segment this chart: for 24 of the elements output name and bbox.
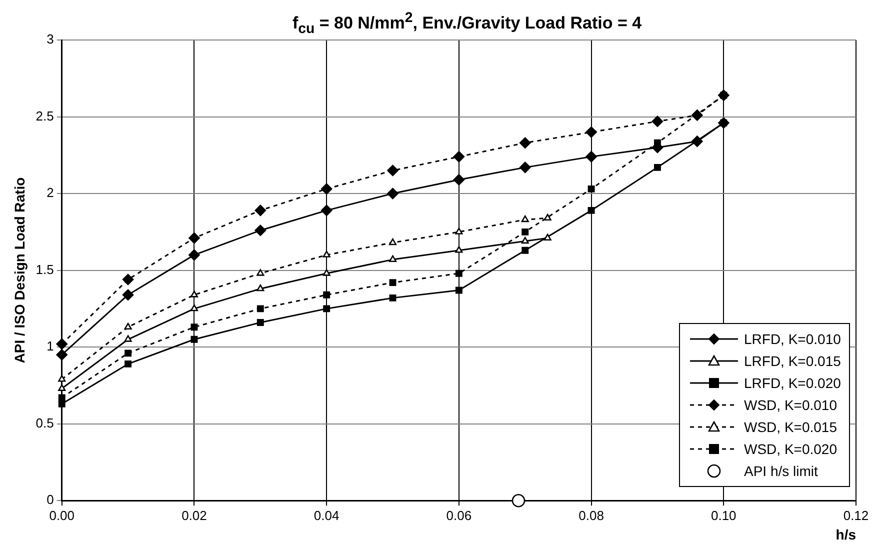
legend-label: LRFD, K=0.015 [744,352,841,369]
x-tick-label: 0.12 [843,508,869,523]
x-axis-title: h/s [836,526,856,542]
legend-label: LRFD, K=0.010 [744,330,841,347]
legend-label: LRFD, K=0.020 [744,374,841,391]
legend-label: API h/s limit [744,462,818,479]
x-tick-label: 0.08 [578,508,604,523]
legend-label: WSD, K=0.015 [744,418,837,435]
x-tick-label: 0.02 [182,508,207,523]
y-tick-label: 2 [46,185,54,200]
y-tick-label: 1 [46,338,54,354]
y-axis-title: API / ISO Design Load Ratio [11,177,28,364]
y-tick-label: 1.5 [36,262,54,277]
y-tick-label: 2.5 [36,108,54,124]
chart-title: f$_{cu}$ = 80 N/mm$^{2}$, Env./Gravity Load Ratio = 4 [291,10,643,38]
x-tick-label: 0.04 [314,508,340,523]
y-tick-label: 0.5 [36,415,54,430]
x-tick-label: 0.10 [710,508,736,523]
y-tick-label: 0 [46,492,54,508]
legend-label: WSD, K=0.020 [744,440,837,457]
x-tick-label: 0.00 [49,508,75,523]
legend-label: WSD, K=0.010 [744,396,837,413]
x-tick-label: 0.06 [446,508,472,523]
y-tick-label: 3 [46,32,54,47]
